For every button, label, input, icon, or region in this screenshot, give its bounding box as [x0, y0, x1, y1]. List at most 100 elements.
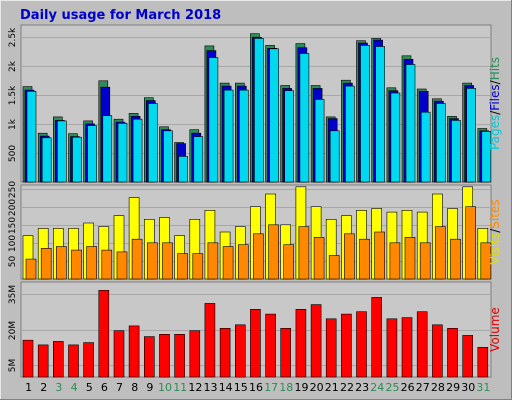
- x-tick-label-day-13: 13: [204, 381, 218, 394]
- bar-pages-day-15: [239, 89, 249, 183]
- bar-sites-day-30: [465, 206, 477, 280]
- bar-sites-day-16: [253, 233, 264, 280]
- x-tick-label-day-3: 3: [55, 381, 62, 394]
- bar-volume-day-30: [462, 335, 474, 378]
- bar-volume-day-25: [386, 318, 398, 378]
- bar-sites-day-13: [207, 242, 219, 280]
- panel-label-part: /: [488, 79, 502, 84]
- bar-sites-day-28: [435, 226, 446, 280]
- bar-sites-day-21: [328, 255, 340, 280]
- x-tick-label-day-30: 30: [461, 381, 475, 394]
- bar-pages-day-14: [223, 89, 234, 183]
- x-tick-label-day-27: 27: [416, 381, 430, 394]
- x-tick-label-day-23: 23: [355, 381, 369, 394]
- panel-label-part: Sites: [488, 199, 502, 228]
- bar-pages-day-29: [451, 120, 461, 183]
- panel-label-part: /: [488, 228, 502, 233]
- bar-pages-day-9: [148, 103, 158, 183]
- bar-pages-day-18: [284, 90, 295, 183]
- bar-pages-day-2: [41, 137, 52, 183]
- bar-sites-day-26: [404, 237, 416, 280]
- x-tick-label-day-26: 26: [401, 381, 415, 394]
- y-tick-label: 20M: [8, 321, 18, 340]
- bar-sites-day-6: [101, 249, 113, 280]
- x-tick-label-day-6: 6: [101, 381, 108, 394]
- x-tick-label-day-10: 10: [158, 381, 172, 394]
- y-tick-label: 200: [8, 199, 18, 216]
- bar-sites-day-8: [131, 238, 143, 280]
- panel-label-part: Pages: [488, 115, 502, 150]
- bar-volume-day-4: [68, 344, 79, 378]
- x-tick-label-day-15: 15: [234, 381, 248, 394]
- bar-sites-day-7: [116, 251, 128, 280]
- x-tick-label-day-16: 16: [249, 381, 263, 394]
- bar-pages-day-3: [56, 120, 67, 183]
- bar-pages-day-23: [360, 45, 370, 183]
- bar-sites-day-5: [86, 246, 97, 280]
- bar-sites-day-31: [480, 242, 492, 280]
- y-tick-label: 1k: [8, 118, 18, 130]
- bar-sites-day-9: [147, 242, 158, 280]
- bar-pages-day-12: [193, 136, 204, 183]
- bar-pages-day-22: [345, 85, 355, 183]
- bar-pages-day-25: [390, 92, 401, 183]
- bar-sites-day-19: [298, 226, 310, 280]
- bar-volume-day-6: [98, 289, 110, 378]
- bar-sites-day-1: [25, 258, 37, 280]
- bar-sites-day-12: [192, 253, 204, 280]
- bar-sites-day-22: [344, 233, 355, 280]
- bar-volume-day-31: [477, 346, 489, 378]
- x-tick-label-day-12: 12: [188, 381, 202, 394]
- bar-sites-day-11: [177, 253, 188, 280]
- bar-volume-day-17: [265, 313, 276, 378]
- bar-sites-day-23: [359, 238, 370, 280]
- bar-volume-day-14: [219, 327, 231, 378]
- x-tick-label-day-9: 9: [146, 381, 153, 394]
- bar-volume-day-16: [250, 308, 261, 378]
- y-tick-label: 50: [8, 256, 18, 268]
- y-tick-label: 2k: [8, 60, 18, 72]
- bar-volume-day-15: [235, 324, 246, 378]
- x-tick-label-day-17: 17: [264, 381, 278, 394]
- x-tick-label-day-14: 14: [219, 381, 233, 394]
- panel-label-1: Pages/Files/Hits: [488, 57, 502, 150]
- bar-pages-day-27: [420, 111, 431, 183]
- y-tick-label: 1.5k: [8, 85, 18, 105]
- bar-volume-day-28: [432, 324, 443, 378]
- bar-volume-day-27: [416, 311, 428, 378]
- x-tick-label-day-4: 4: [71, 381, 78, 394]
- bar-sites-day-3: [55, 246, 67, 280]
- panel-label-part: Volume: [488, 307, 502, 352]
- chart-panels: 5001k1.5k2k2.5kPages/Files/Hits501001502…: [8, 24, 502, 378]
- x-tick-label-day-8: 8: [131, 381, 138, 394]
- chart-title: Daily usage for March 2018: [20, 8, 221, 23]
- bar-pages-day-8: [132, 118, 143, 183]
- bar-volume-day-18: [280, 327, 292, 378]
- bar-sites-day-27: [419, 242, 431, 280]
- bar-sites-day-17: [268, 224, 279, 280]
- x-tick-label-day-20: 20: [310, 381, 324, 394]
- bar-volume-day-8: [128, 325, 140, 378]
- y-tick-label: 150: [8, 217, 18, 234]
- bar-sites-day-24: [374, 231, 386, 280]
- panel-label-3: Volume: [488, 307, 502, 352]
- x-tick-label-day-19: 19: [295, 381, 309, 394]
- bar-volume-day-2: [37, 344, 49, 378]
- bar-volume-day-5: [83, 342, 94, 378]
- bar-pages-day-6: [102, 115, 113, 183]
- bar-sites-day-18: [283, 244, 295, 280]
- x-tick-label-day-18: 18: [279, 381, 293, 394]
- bar-volume-day-1: [22, 339, 34, 378]
- chart-panel-3: 5M 20M 35M Volume: [8, 281, 502, 378]
- bar-pages-day-30: [466, 88, 477, 183]
- x-tick-label-day-24: 24: [370, 381, 384, 394]
- panel-label-part: /: [488, 110, 502, 115]
- bar-volume-day-24: [371, 297, 383, 378]
- y-tick-label: 2.5k: [8, 27, 18, 47]
- y-tick-label: 250: [8, 181, 18, 198]
- bar-volume-day-11: [174, 333, 185, 378]
- bar-sites-day-25: [389, 242, 401, 280]
- bar-pages-day-28: [436, 103, 446, 183]
- bar-volume-day-21: [325, 318, 337, 378]
